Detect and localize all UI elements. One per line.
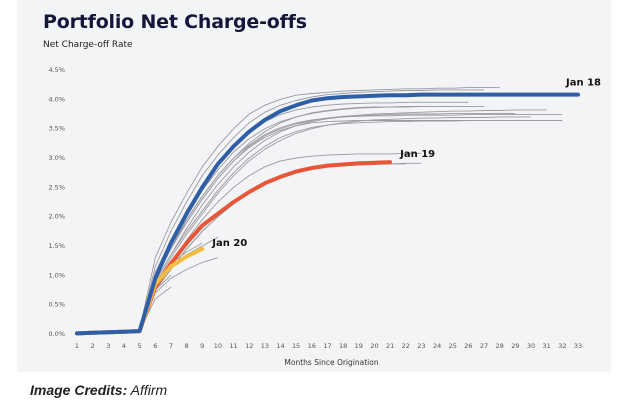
x-tick-label: 16 [308, 342, 316, 350]
chart-title: Portfolio Net Charge-offs [43, 11, 307, 33]
x-tick-label: 27 [480, 342, 488, 350]
vintage-line [76, 162, 422, 334]
x-tick-label: 1 [75, 342, 79, 350]
y-axis-ticks: 0.0% 0.5% 1.0% 1.5% 2.0% 2.5% 3.0% 3.5% 4.0% 4.5% [48, 66, 65, 338]
x-tick-label: 5 [138, 342, 142, 350]
vintage-line [76, 89, 485, 334]
x-tick-label: 28 [496, 342, 504, 350]
x-tick-label: 19 [355, 342, 363, 350]
image-credits: Image Credits: Affirm [30, 382, 167, 398]
x-tick-label: 3 [106, 342, 110, 350]
y-tick-label: 0.5% [48, 301, 65, 309]
x-tick-label: 7 [169, 342, 173, 350]
x-tick-label: 15 [292, 342, 300, 350]
series-label-jan-18: Jan 18 [565, 78, 601, 89]
series-line-jan-18 [75, 92, 580, 336]
x-tick-label: 22 [402, 342, 410, 350]
x-tick-label: 18 [339, 342, 347, 350]
x-tick-label: 10 [214, 342, 222, 350]
y-tick-label: 4.5% [48, 66, 65, 74]
credits-source: Affirm [127, 382, 168, 398]
x-tick-label: 4 [122, 342, 126, 350]
series-labels: Jan 18 Jan 19 Jan 20 [211, 78, 601, 249]
x-tick-label: 26 [464, 342, 472, 350]
highlighted-vintage-lines [75, 92, 580, 336]
series-label-jan-20: Jan 20 [211, 238, 247, 249]
y-tick-label: 1.5% [48, 242, 65, 250]
x-tick-label: 9 [200, 342, 204, 350]
y-tick-label: 0.0% [48, 330, 65, 338]
vintage-line [76, 87, 500, 334]
chart-card [17, 0, 611, 372]
series-label-jan-19: Jan 19 [399, 149, 435, 160]
y-tick-label: 2.5% [48, 183, 65, 191]
x-tick-label: 12 [245, 342, 253, 350]
x-tick-label: 25 [449, 342, 457, 350]
x-tick-label: 29 [511, 342, 519, 350]
x-tick-label: 11 [229, 342, 237, 350]
x-tick-label: 8 [185, 342, 189, 350]
x-tick-label: 20 [370, 342, 378, 350]
x-tick-label: 13 [261, 342, 269, 350]
vintage-line [76, 120, 531, 334]
vintage-line [76, 116, 531, 334]
vintage-line [76, 101, 469, 334]
x-tick-label: 31 [543, 342, 551, 350]
x-tick-label: 14 [276, 342, 284, 350]
y-tick-label: 1.0% [48, 271, 65, 279]
series-line-jan-20 [75, 246, 205, 336]
x-axis-title: Months Since Origination [284, 358, 378, 367]
x-tick-label: 6 [153, 342, 157, 350]
line-chart: 1 2 3 4 5 6 7 8 9 10 11 12 13 14 15 16 17 18 19 20 21 22 23 24 2… [48, 66, 601, 367]
y-axis-subtitle: Net Charge-off Rate [43, 40, 133, 50]
x-tick-label: 2 [91, 342, 95, 350]
credits-prefix: Image Credits: [30, 382, 128, 398]
y-tick-label: 4.0% [48, 95, 65, 103]
x-tick-label: 33 [574, 342, 582, 350]
x-tick-label: 21 [386, 342, 394, 350]
x-tick-label: 32 [558, 342, 566, 350]
x-tick-label: 17 [323, 342, 331, 350]
vintage-line [76, 152, 422, 334]
x-tick-label: 23 [417, 342, 425, 350]
y-tick-label: 3.5% [48, 125, 65, 133]
vintage-line [76, 112, 516, 334]
x-tick-label: 30 [527, 342, 535, 350]
x-tick-label: 24 [433, 342, 441, 350]
y-tick-label: 3.0% [48, 154, 65, 162]
vintage-line [76, 286, 172, 334]
x-axis-ticks: 1 2 3 4 5 6 7 8 9 10 11 12 13 14 15 16 17 18 19 20 21 22 23 24 2… [75, 342, 582, 350]
y-tick-label: 2.0% [48, 213, 65, 221]
